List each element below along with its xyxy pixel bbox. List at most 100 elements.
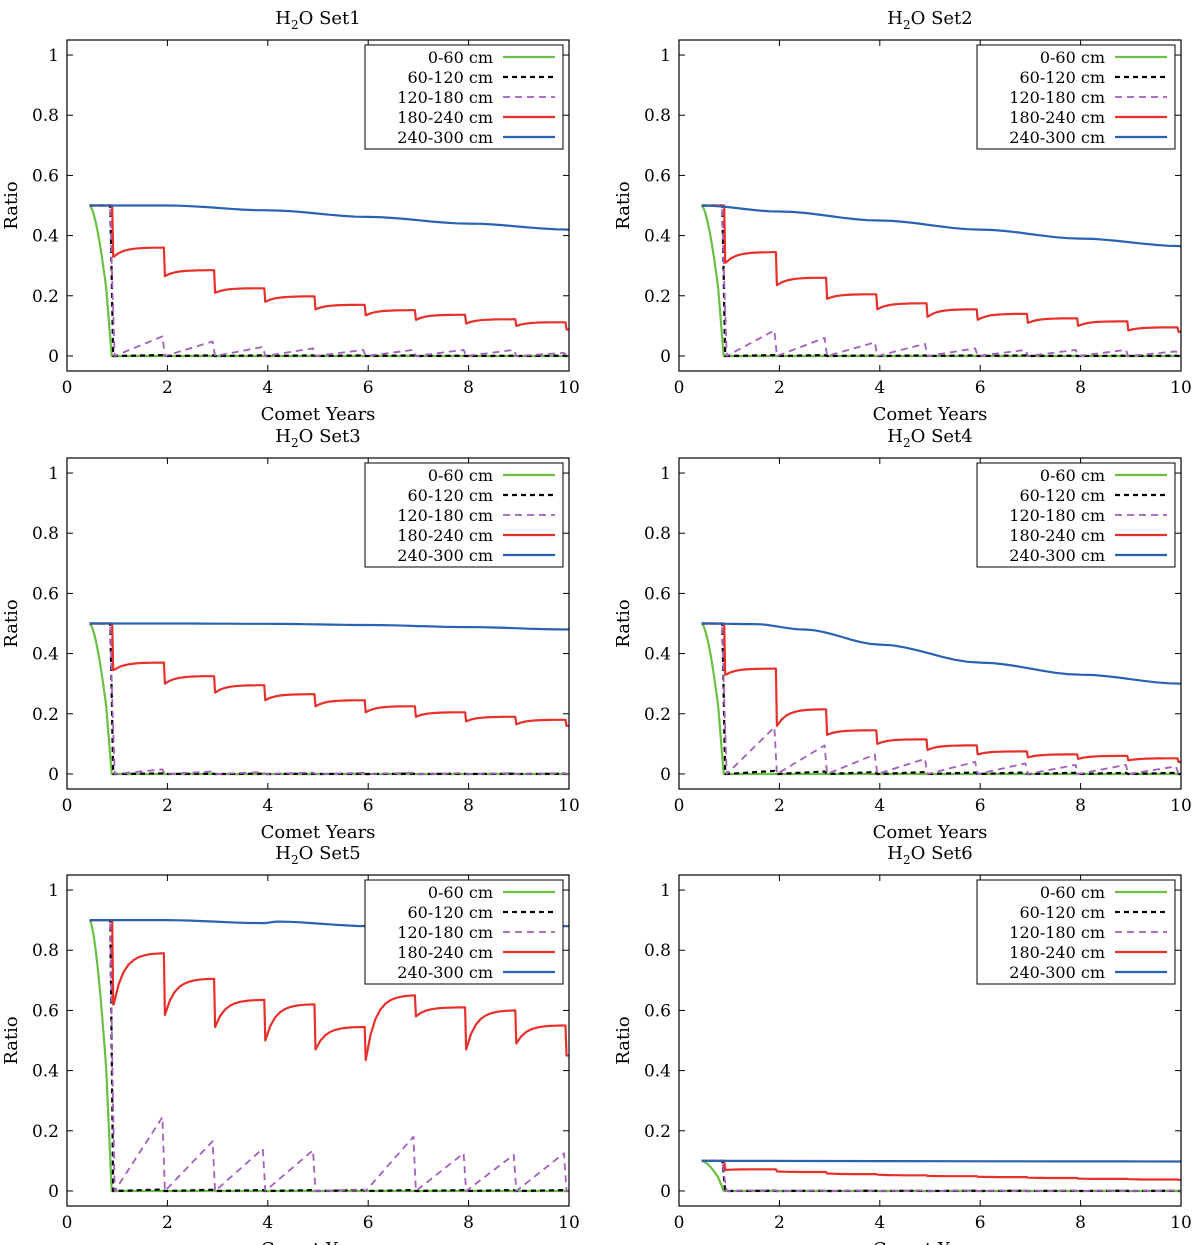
- legend-entry: 60-120 cm: [407, 903, 555, 922]
- legend-entry: 60-120 cm: [1019, 68, 1167, 87]
- x-tick-label: 4: [262, 378, 273, 398]
- series-240-300-cm-line: [89, 622, 569, 631]
- x-tick-label: 2: [162, 1213, 173, 1233]
- y-axis-label: Ratio: [613, 181, 634, 230]
- series-180-240-cm-line: [701, 1159, 1181, 1181]
- series-group: [701, 1159, 1181, 1193]
- legend-entry: 180-240 cm: [1009, 943, 1167, 962]
- legend-entry: 240-300 cm: [397, 963, 555, 982]
- legend-label: 60-120 cm: [407, 903, 493, 922]
- plot-frame: [678, 874, 1182, 1207]
- y-tick-label: 1: [660, 46, 671, 66]
- y-tick-label: 0.4: [32, 1062, 59, 1082]
- y-tick-label: 0.4: [644, 1062, 671, 1082]
- panel-title-prefix: H: [275, 8, 291, 29]
- panel-title: H2O Set2: [887, 8, 973, 32]
- x-tick-label: 10: [1170, 796, 1192, 816]
- series-240-300-cm-line: [89, 204, 569, 231]
- legend-entry: 60-120 cm: [407, 486, 555, 505]
- y-axis-label: Ratio: [1, 599, 22, 648]
- x-tick-label: 4: [874, 1213, 885, 1233]
- x-tick-label: 10: [558, 796, 580, 816]
- panel-title-subscript: 2: [903, 18, 911, 32]
- x-tick-label: 0: [674, 1213, 685, 1233]
- x-tick-label: 2: [162, 378, 173, 398]
- panel-title-subscript: 2: [291, 436, 299, 450]
- x-tick-label: 8: [1075, 1213, 1086, 1233]
- legend-label: 120-180 cm: [1009, 506, 1105, 525]
- series-0-60-cm-line: [89, 622, 569, 776]
- y-tick-label: 0.8: [32, 941, 59, 961]
- y-tick-label: 0: [660, 765, 671, 785]
- legend-label: 180-240 cm: [397, 108, 493, 127]
- y-tick-label: 0.8: [644, 524, 671, 544]
- legend-entry: 0-60 cm: [428, 883, 555, 902]
- legend-entry: 0-60 cm: [428, 48, 555, 67]
- panel-title: H2O Set3: [275, 426, 361, 450]
- legend-label: 0-60 cm: [428, 883, 493, 902]
- x-tick-label: 6: [363, 378, 374, 398]
- panel-title-mid: O: [299, 8, 319, 29]
- panel-title-mid: O: [911, 426, 931, 447]
- y-tick-label: 0.2: [644, 1122, 671, 1142]
- x-tick-label: 0: [62, 796, 73, 816]
- series-group: [89, 204, 569, 358]
- y-tick-label: 0.2: [644, 705, 671, 725]
- y-tick-label: 1: [48, 464, 59, 484]
- legend-entry: 0-60 cm: [1040, 48, 1167, 67]
- x-tick-label: 2: [774, 378, 785, 398]
- series-60-120-cm-line: [701, 1159, 1181, 1193]
- legend-entry: 120-180 cm: [397, 506, 555, 525]
- legend-entry: 180-240 cm: [1009, 108, 1167, 127]
- x-tick-label: 0: [674, 796, 685, 816]
- series-180-240-cm-line: [89, 919, 569, 1062]
- panel-title: H2O Set1: [275, 8, 361, 32]
- legend-label: 0-60 cm: [1040, 883, 1105, 902]
- series-120-180-cm-line: [701, 1160, 1181, 1192]
- legend-label: 240-300 cm: [397, 128, 493, 147]
- legend-label: 60-120 cm: [407, 68, 493, 87]
- legend-entry: 180-240 cm: [397, 108, 555, 127]
- panel-title-suffix: Set5: [319, 843, 361, 864]
- legend-label: 60-120 cm: [1019, 486, 1105, 505]
- y-tick-label: 0.4: [644, 227, 671, 247]
- panel-title-subscript: 2: [291, 18, 299, 32]
- series-group: [701, 204, 1181, 358]
- y-axis-label: Ratio: [613, 1016, 634, 1065]
- x-tick-label: 8: [463, 796, 474, 816]
- panel-title-suffix: Set4: [931, 426, 973, 447]
- x-tick-label: 4: [262, 796, 273, 816]
- legend-label: 60-120 cm: [1019, 903, 1105, 922]
- series-120-180-cm-line: [89, 204, 569, 357]
- legend-entry: 60-120 cm: [407, 68, 555, 87]
- legend-entry: 60-120 cm: [1019, 903, 1167, 922]
- legend-label: 240-300 cm: [1009, 963, 1105, 982]
- y-tick-label: 0.6: [644, 166, 671, 186]
- x-tick-label: 4: [874, 796, 885, 816]
- legend-label: 60-120 cm: [407, 486, 493, 505]
- series-120-180-cm-line: [701, 204, 1181, 357]
- legend-label: 120-180 cm: [1009, 923, 1105, 942]
- y-tick-label: 0.6: [32, 1001, 59, 1021]
- x-tick-label: 10: [558, 1213, 580, 1233]
- series-group: [701, 622, 1181, 776]
- series-180-240-cm-line: [701, 622, 1181, 763]
- y-tick-label: 0.8: [644, 941, 671, 961]
- y-tick-label: 0.2: [644, 287, 671, 307]
- x-tick-label: 0: [62, 1213, 73, 1233]
- y-tick-label: 0.6: [32, 584, 59, 604]
- x-axis-label: Comet Years: [261, 404, 376, 425]
- x-tick-label: 0: [62, 378, 73, 398]
- y-tick-label: 1: [660, 464, 671, 484]
- legend-entry: 240-300 cm: [1009, 963, 1167, 982]
- y-tick-label: 0.4: [644, 645, 671, 665]
- series-120-180-cm-line: [89, 919, 569, 1192]
- y-tick-label: 0.8: [32, 524, 59, 544]
